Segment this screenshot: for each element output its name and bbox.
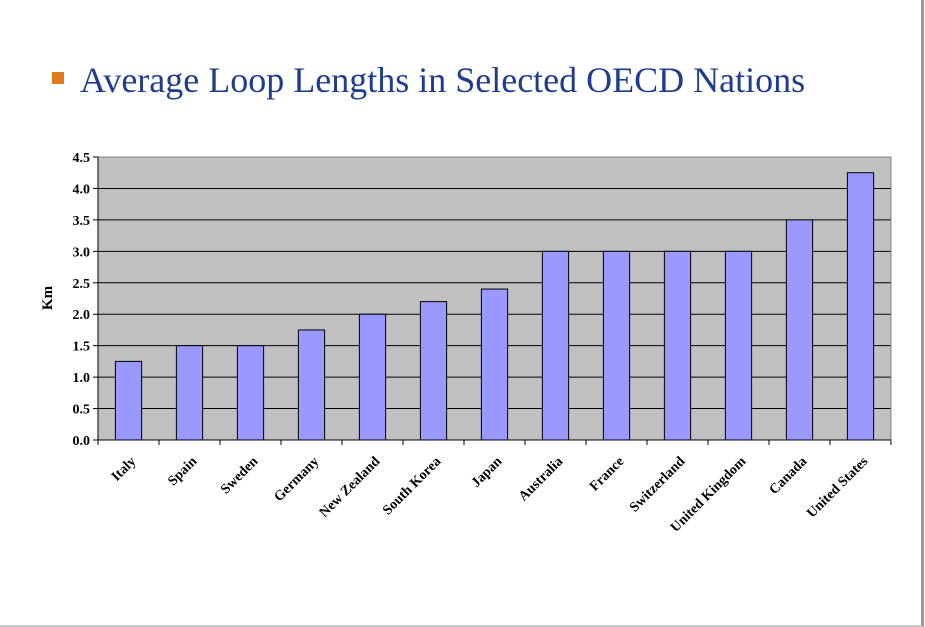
y-tick-label: 1.0 — [73, 371, 91, 386]
y-tick-label: 2.0 — [73, 308, 91, 323]
y-tick-label: 1.5 — [73, 340, 91, 355]
y-tick-label: 3.5 — [73, 214, 91, 229]
y-tick-label: 4.0 — [73, 182, 91, 197]
bar — [480, 288, 509, 441]
y-tick-label: 4.5 — [73, 151, 91, 166]
x-tick-label: Germany — [272, 454, 323, 505]
y-tick-label: 2.5 — [73, 277, 91, 292]
bar — [114, 360, 143, 441]
bar — [236, 345, 265, 441]
x-tick-label: Australia — [516, 454, 566, 504]
y-tick-label: 0.5 — [73, 403, 91, 418]
x-tick-label: Italy — [109, 454, 139, 484]
x-tick-label: New Zealand — [317, 454, 384, 521]
y-tick-label: 3.0 — [73, 245, 91, 260]
y-tick-labels: 0.0 0.5 1.0 1.5 2.0 2.5 3.0 3.5 4.0 4.5 — [73, 151, 91, 449]
x-tick-label: Spain — [166, 454, 201, 489]
x-tick-label: South Korea — [380, 454, 444, 518]
x-tick-label: Sweden — [218, 454, 261, 497]
bars — [114, 172, 875, 441]
bar — [663, 250, 692, 441]
slide-title: Average Loop Lengths in Selected OECD Na… — [80, 60, 806, 100]
square-bullet-icon — [52, 72, 64, 84]
y-tick-label: 0.0 — [73, 434, 91, 449]
bar — [419, 301, 448, 441]
bar — [724, 250, 753, 441]
bar — [175, 345, 204, 441]
bar — [541, 250, 570, 441]
bar — [846, 172, 875, 441]
bar — [358, 313, 387, 441]
axes — [97, 156, 892, 445]
bar — [297, 329, 326, 441]
x-tick-label: Switzerland — [627, 454, 688, 515]
x-tick-label: Canada — [767, 454, 811, 498]
x-tick-label: France — [587, 454, 627, 494]
bar — [785, 219, 814, 441]
x-tick-label: Japan — [469, 454, 506, 491]
bar — [602, 250, 631, 441]
y-axis-label: Km — [40, 285, 56, 310]
x-tick-label: United States — [804, 454, 871, 521]
